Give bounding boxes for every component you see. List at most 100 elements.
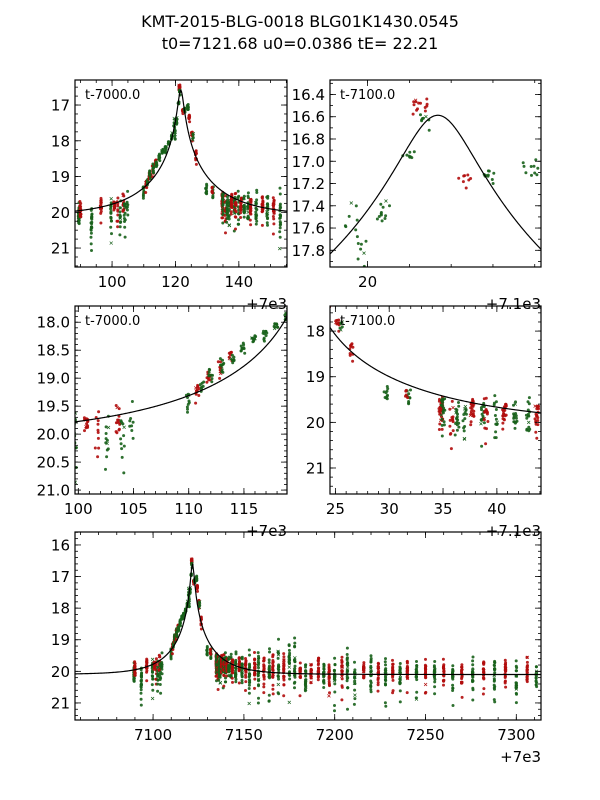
data-point-green xyxy=(141,194,145,198)
data-point-green xyxy=(211,196,215,200)
data-point-red xyxy=(121,193,125,198)
data-point-red xyxy=(501,408,505,412)
data-point-green xyxy=(159,676,163,680)
data-point-green xyxy=(383,678,387,682)
data-point-green xyxy=(191,131,196,136)
model-curve xyxy=(75,563,541,676)
y-tick-label: 20 xyxy=(51,204,70,222)
data-point-red xyxy=(317,667,320,671)
data-point-red xyxy=(423,109,427,113)
data-point-red xyxy=(208,648,212,652)
data-point-red xyxy=(469,420,473,424)
data-point-red xyxy=(282,652,286,656)
data-point-green xyxy=(383,701,387,705)
data-point-red xyxy=(460,695,464,699)
data-point-green xyxy=(104,467,107,471)
data-point-green xyxy=(109,197,113,201)
data-point-red xyxy=(425,102,429,106)
data-point-green xyxy=(207,373,211,377)
data-point-green xyxy=(353,697,357,701)
data-point-green xyxy=(322,681,326,685)
data-point-green xyxy=(491,182,495,185)
data-point-red xyxy=(442,683,445,687)
model-curve xyxy=(75,89,287,212)
data-point-red xyxy=(224,231,227,235)
data-point-green xyxy=(379,211,383,214)
data-point-green xyxy=(295,294,298,297)
data-point-green xyxy=(240,655,244,659)
data-point-green xyxy=(353,688,357,692)
data-point-red xyxy=(317,662,320,665)
data-point-green xyxy=(109,215,113,219)
data-point-red xyxy=(553,196,556,199)
data-point-green xyxy=(209,373,213,377)
data-point-green xyxy=(89,208,93,212)
data-point-green xyxy=(118,216,122,220)
data-point-red xyxy=(157,654,162,659)
data-point-red xyxy=(288,207,291,210)
data-point-red xyxy=(325,300,328,303)
data-point-green xyxy=(234,660,238,664)
data-point-green xyxy=(345,658,349,662)
data-point-green xyxy=(218,673,222,677)
data-point-red xyxy=(340,655,344,659)
data-point-green xyxy=(398,682,402,686)
data-point-red xyxy=(534,422,538,426)
data-point-green xyxy=(139,679,143,683)
plot-area xyxy=(75,557,541,713)
data-point-green xyxy=(150,683,154,687)
data-point-green xyxy=(398,667,402,671)
data-point-green xyxy=(296,307,299,310)
data-point-green xyxy=(493,671,497,675)
data-point-red xyxy=(271,668,275,672)
data-point-green xyxy=(267,699,271,703)
data-point-green xyxy=(384,704,388,708)
data-point-green xyxy=(160,667,164,671)
data-point-green xyxy=(278,202,282,206)
data-point-green xyxy=(494,430,498,434)
data-point-red xyxy=(351,359,355,363)
data-point-green xyxy=(493,659,497,663)
data-point-red xyxy=(133,660,137,664)
data-point-green xyxy=(191,138,195,142)
data-point-green xyxy=(187,605,191,609)
data-point-green xyxy=(242,215,246,219)
x-tick-label: 100 xyxy=(98,273,127,291)
data-point-red xyxy=(253,673,257,677)
data-point-red xyxy=(424,657,427,661)
data-point-red xyxy=(327,670,331,674)
data-point-green xyxy=(210,377,214,381)
data-point-green xyxy=(513,426,517,430)
model-curve xyxy=(330,114,541,255)
data-point-red xyxy=(194,162,198,166)
data-point-green xyxy=(264,329,268,333)
data-point-green xyxy=(525,428,529,432)
data-point-green xyxy=(512,420,516,424)
data-point-green xyxy=(451,704,455,707)
y-tick-label: 18 xyxy=(51,132,70,150)
data-point-red xyxy=(237,660,241,664)
data-point-red xyxy=(97,446,101,450)
data-point-green xyxy=(295,299,298,302)
data-point-green xyxy=(231,358,235,362)
data-point-green xyxy=(354,228,358,232)
data-point-green xyxy=(77,219,80,223)
data-point-green xyxy=(158,156,162,160)
data-point-green xyxy=(150,657,155,662)
data-point-green xyxy=(278,230,282,234)
data-point-red xyxy=(288,198,291,201)
data-point-red xyxy=(288,207,291,210)
data-point-green xyxy=(346,686,350,690)
ticks xyxy=(75,531,541,720)
data-point-red xyxy=(339,674,344,679)
data-point-green xyxy=(227,223,232,228)
data-point-green xyxy=(139,697,143,701)
data-point-red xyxy=(249,223,253,227)
data-point-red xyxy=(230,676,234,680)
data-point-green xyxy=(304,674,308,678)
data-point-green xyxy=(267,693,271,697)
data-point-red xyxy=(340,698,344,702)
data-point-green xyxy=(493,668,497,672)
data-point-red xyxy=(99,201,103,205)
data-point-green xyxy=(234,650,238,654)
